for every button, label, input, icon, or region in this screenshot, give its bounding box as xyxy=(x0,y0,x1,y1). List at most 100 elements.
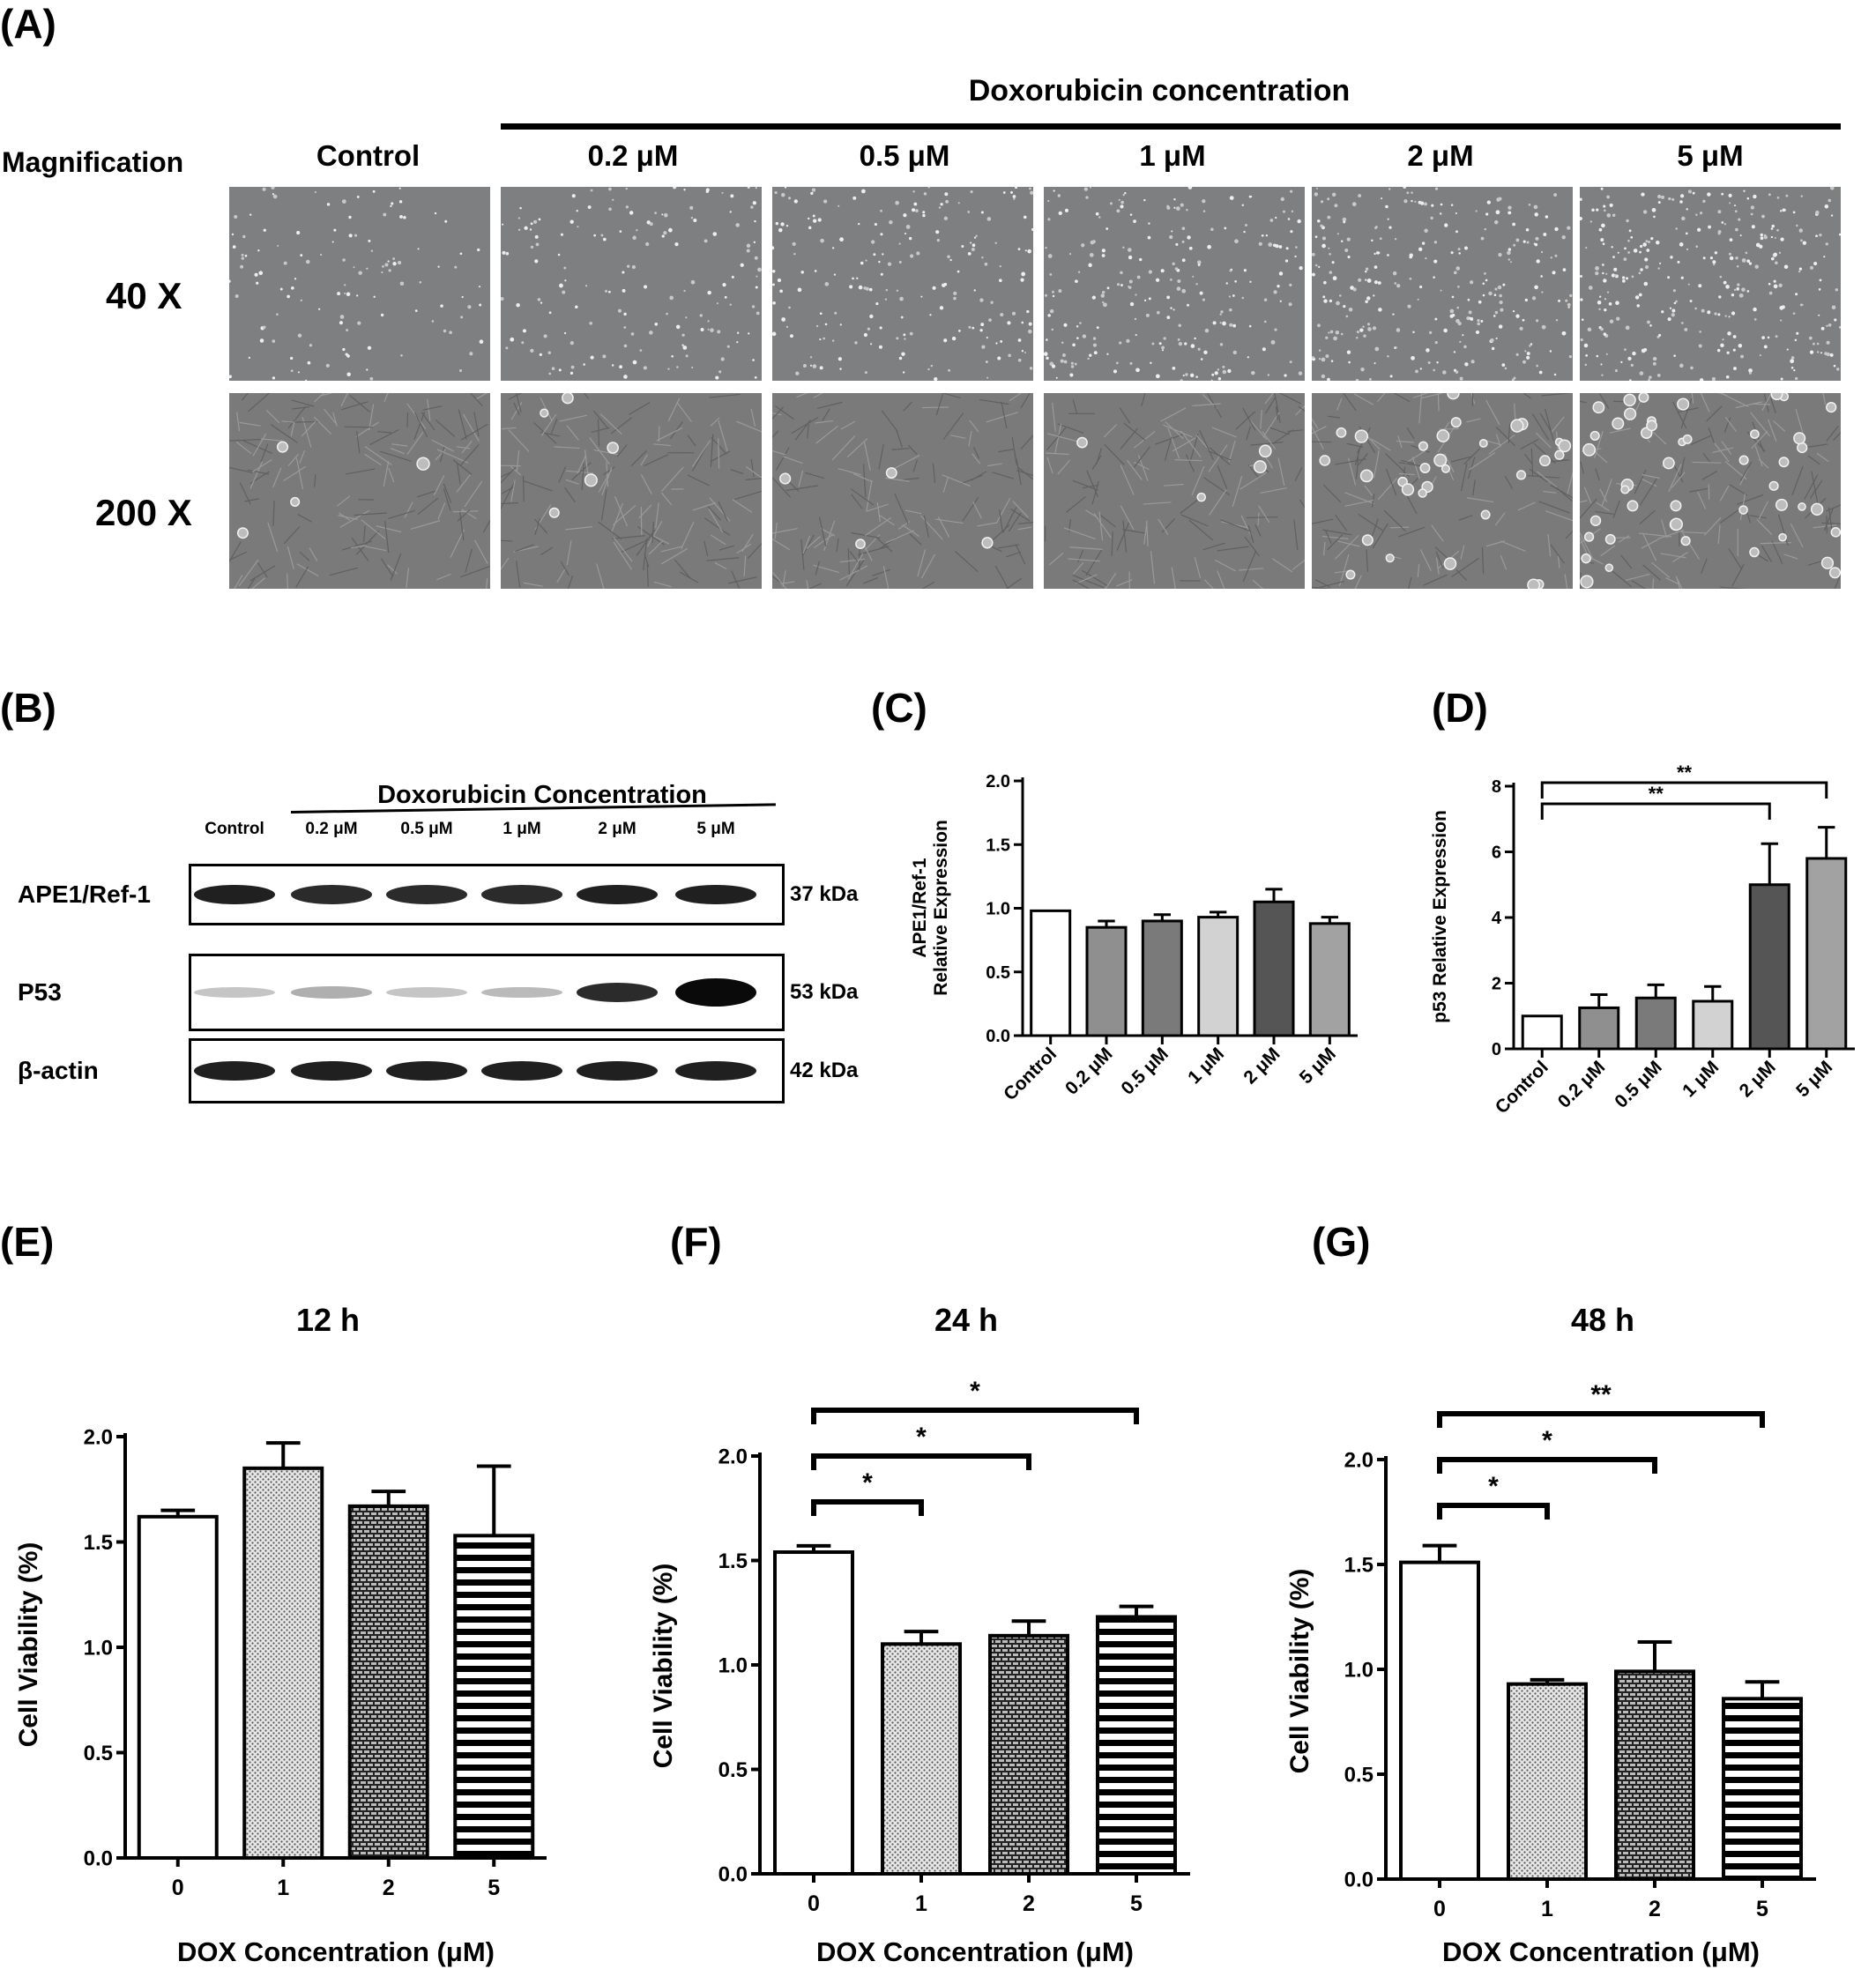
x-tick-label: 2 xyxy=(383,1876,395,1900)
col-label-control: Control xyxy=(316,139,421,172)
significance-bracket xyxy=(811,1408,1139,1424)
x-axis-label: DOX Concentration (μM) xyxy=(816,1936,1134,1967)
blot-protein-label: P53 xyxy=(18,978,62,1006)
micrograph-200x-2 xyxy=(772,393,1033,589)
blot-band xyxy=(481,1060,562,1081)
bar xyxy=(1253,900,1295,1037)
y-axis-label: APE1/Ref-1 xyxy=(910,858,930,958)
y-tick-label: 1.0 xyxy=(1344,1658,1374,1682)
panel-g-label: (G) xyxy=(1312,1219,1371,1265)
y-tick-label: 0.0 xyxy=(718,1862,748,1886)
bar xyxy=(1521,1014,1563,1051)
bar xyxy=(1722,1697,1803,1881)
y-tick-label: 0.5 xyxy=(84,1742,113,1765)
y-tick-label: 0.5 xyxy=(1344,1763,1374,1787)
blot-lane-label: Control xyxy=(205,820,264,838)
y-tick-label: 1.0 xyxy=(986,900,1010,919)
x-tick-label: 0.5 μM xyxy=(1117,1044,1172,1098)
y-tick-label: 1.0 xyxy=(84,1636,113,1660)
blot-band xyxy=(291,986,372,999)
panel-b-label: (B) xyxy=(0,685,56,731)
y-tick-label: 2.0 xyxy=(718,1445,748,1468)
bar xyxy=(453,1534,535,1860)
significance-bracket xyxy=(1437,1457,1657,1474)
micrograph-40x-5 xyxy=(1580,187,1841,381)
x-tick-label: 2 xyxy=(1023,1891,1035,1916)
blot-band xyxy=(194,1060,275,1081)
panel-a-header: Doxorubicin concentration xyxy=(968,74,1351,108)
y-axis-label: Cell Viability (%) xyxy=(14,1542,43,1748)
y-tick-label: 0.0 xyxy=(986,1027,1010,1046)
micrograph-200x-3 xyxy=(1044,393,1305,589)
blot-band xyxy=(194,884,275,905)
y-tick-label: 0.0 xyxy=(1344,1868,1374,1891)
x-tick-label: 5 xyxy=(1130,1891,1143,1916)
significance-marker: * xyxy=(916,1423,927,1452)
blot-band xyxy=(577,1060,658,1081)
significance-marker: * xyxy=(970,1377,980,1406)
x-tick-label: 0 xyxy=(172,1876,184,1900)
y-tick-label: 8 xyxy=(1492,777,1501,797)
bar xyxy=(1634,996,1677,1051)
x-tick-label: 5 μM xyxy=(1792,1057,1836,1101)
bar xyxy=(347,1504,429,1860)
blot-lane-label: 0.2 μM xyxy=(305,820,358,838)
panel-f-label: (F) xyxy=(670,1219,722,1265)
blot-band xyxy=(481,885,562,904)
magnification-label: Magnification xyxy=(2,146,184,178)
blot-band xyxy=(194,986,275,999)
y-tick-label: 2 xyxy=(1492,975,1501,994)
bar xyxy=(1399,1560,1480,1881)
y-tick-label: 1.5 xyxy=(1344,1553,1374,1577)
y-tick-label: 2.0 xyxy=(986,772,1010,791)
x-tick-label: 5 xyxy=(488,1876,500,1900)
x-tick-label: 0.2 μM xyxy=(1554,1057,1609,1111)
col-label-2: 2 μM xyxy=(1407,139,1474,172)
bar xyxy=(1578,1006,1620,1051)
micrograph-200x-1 xyxy=(501,393,762,589)
micrograph-40x-0 xyxy=(229,187,490,381)
blot-lane-label: 2 μM xyxy=(598,820,636,838)
x-tick-label: 2 xyxy=(1649,1897,1661,1921)
y-axis-label: Cell Viability (%) xyxy=(649,1564,678,1769)
blot-protein-label: β-actin xyxy=(18,1057,99,1084)
panel-e-label: (E) xyxy=(0,1219,55,1265)
x-tick-label: 5 μM xyxy=(1296,1044,1340,1088)
significance-marker: ** xyxy=(1649,783,1664,805)
x-tick-label: 0.2 μM xyxy=(1061,1044,1116,1098)
bar xyxy=(1308,922,1351,1037)
bar xyxy=(1141,919,1183,1037)
panel-a-header-line xyxy=(501,123,1841,130)
micrograph-40x-3 xyxy=(1044,187,1305,381)
row-label-200x: 200 X xyxy=(95,492,192,533)
significance-marker: ** xyxy=(1590,1380,1612,1409)
significance-marker: ** xyxy=(1677,762,1693,784)
micrograph-200x-0 xyxy=(229,393,490,589)
blot-size-label: 42 kDa xyxy=(790,1059,859,1082)
y-axis-label: p53 Relative Expression xyxy=(1430,810,1450,1023)
bar xyxy=(1197,916,1240,1037)
micrograph-40x-1 xyxy=(501,187,762,381)
bar xyxy=(1085,925,1128,1037)
blot-protein-label: APE1/Ref-1 xyxy=(18,880,151,908)
y-tick-label: 0.5 xyxy=(718,1758,748,1782)
blot-band xyxy=(386,885,467,904)
significance-bracket xyxy=(1540,781,1828,799)
blot-lane-label: 0.5 μM xyxy=(400,820,453,838)
blot-band xyxy=(577,884,658,905)
x-tick-label: 1 μM xyxy=(1679,1057,1723,1101)
blot-band xyxy=(481,986,562,999)
bar xyxy=(1096,1615,1177,1876)
y-tick-label: 1.0 xyxy=(718,1653,748,1677)
micrograph-200x-4 xyxy=(1312,393,1573,589)
y-tick-label: 1.5 xyxy=(84,1531,113,1555)
x-tick-label: 1 xyxy=(1541,1897,1553,1921)
blot-band xyxy=(386,1060,467,1081)
y-tick-label: 2.0 xyxy=(1344,1448,1374,1472)
blot-band xyxy=(675,884,756,905)
y-tick-label: 0.0 xyxy=(84,1846,113,1870)
x-tick-label: Control xyxy=(1000,1044,1061,1104)
x-tick-label: 2 μM xyxy=(1240,1044,1284,1088)
x-axis-label: DOX Concentration (μM) xyxy=(1442,1936,1760,1967)
blot-size-label: 53 kDa xyxy=(790,980,859,1004)
